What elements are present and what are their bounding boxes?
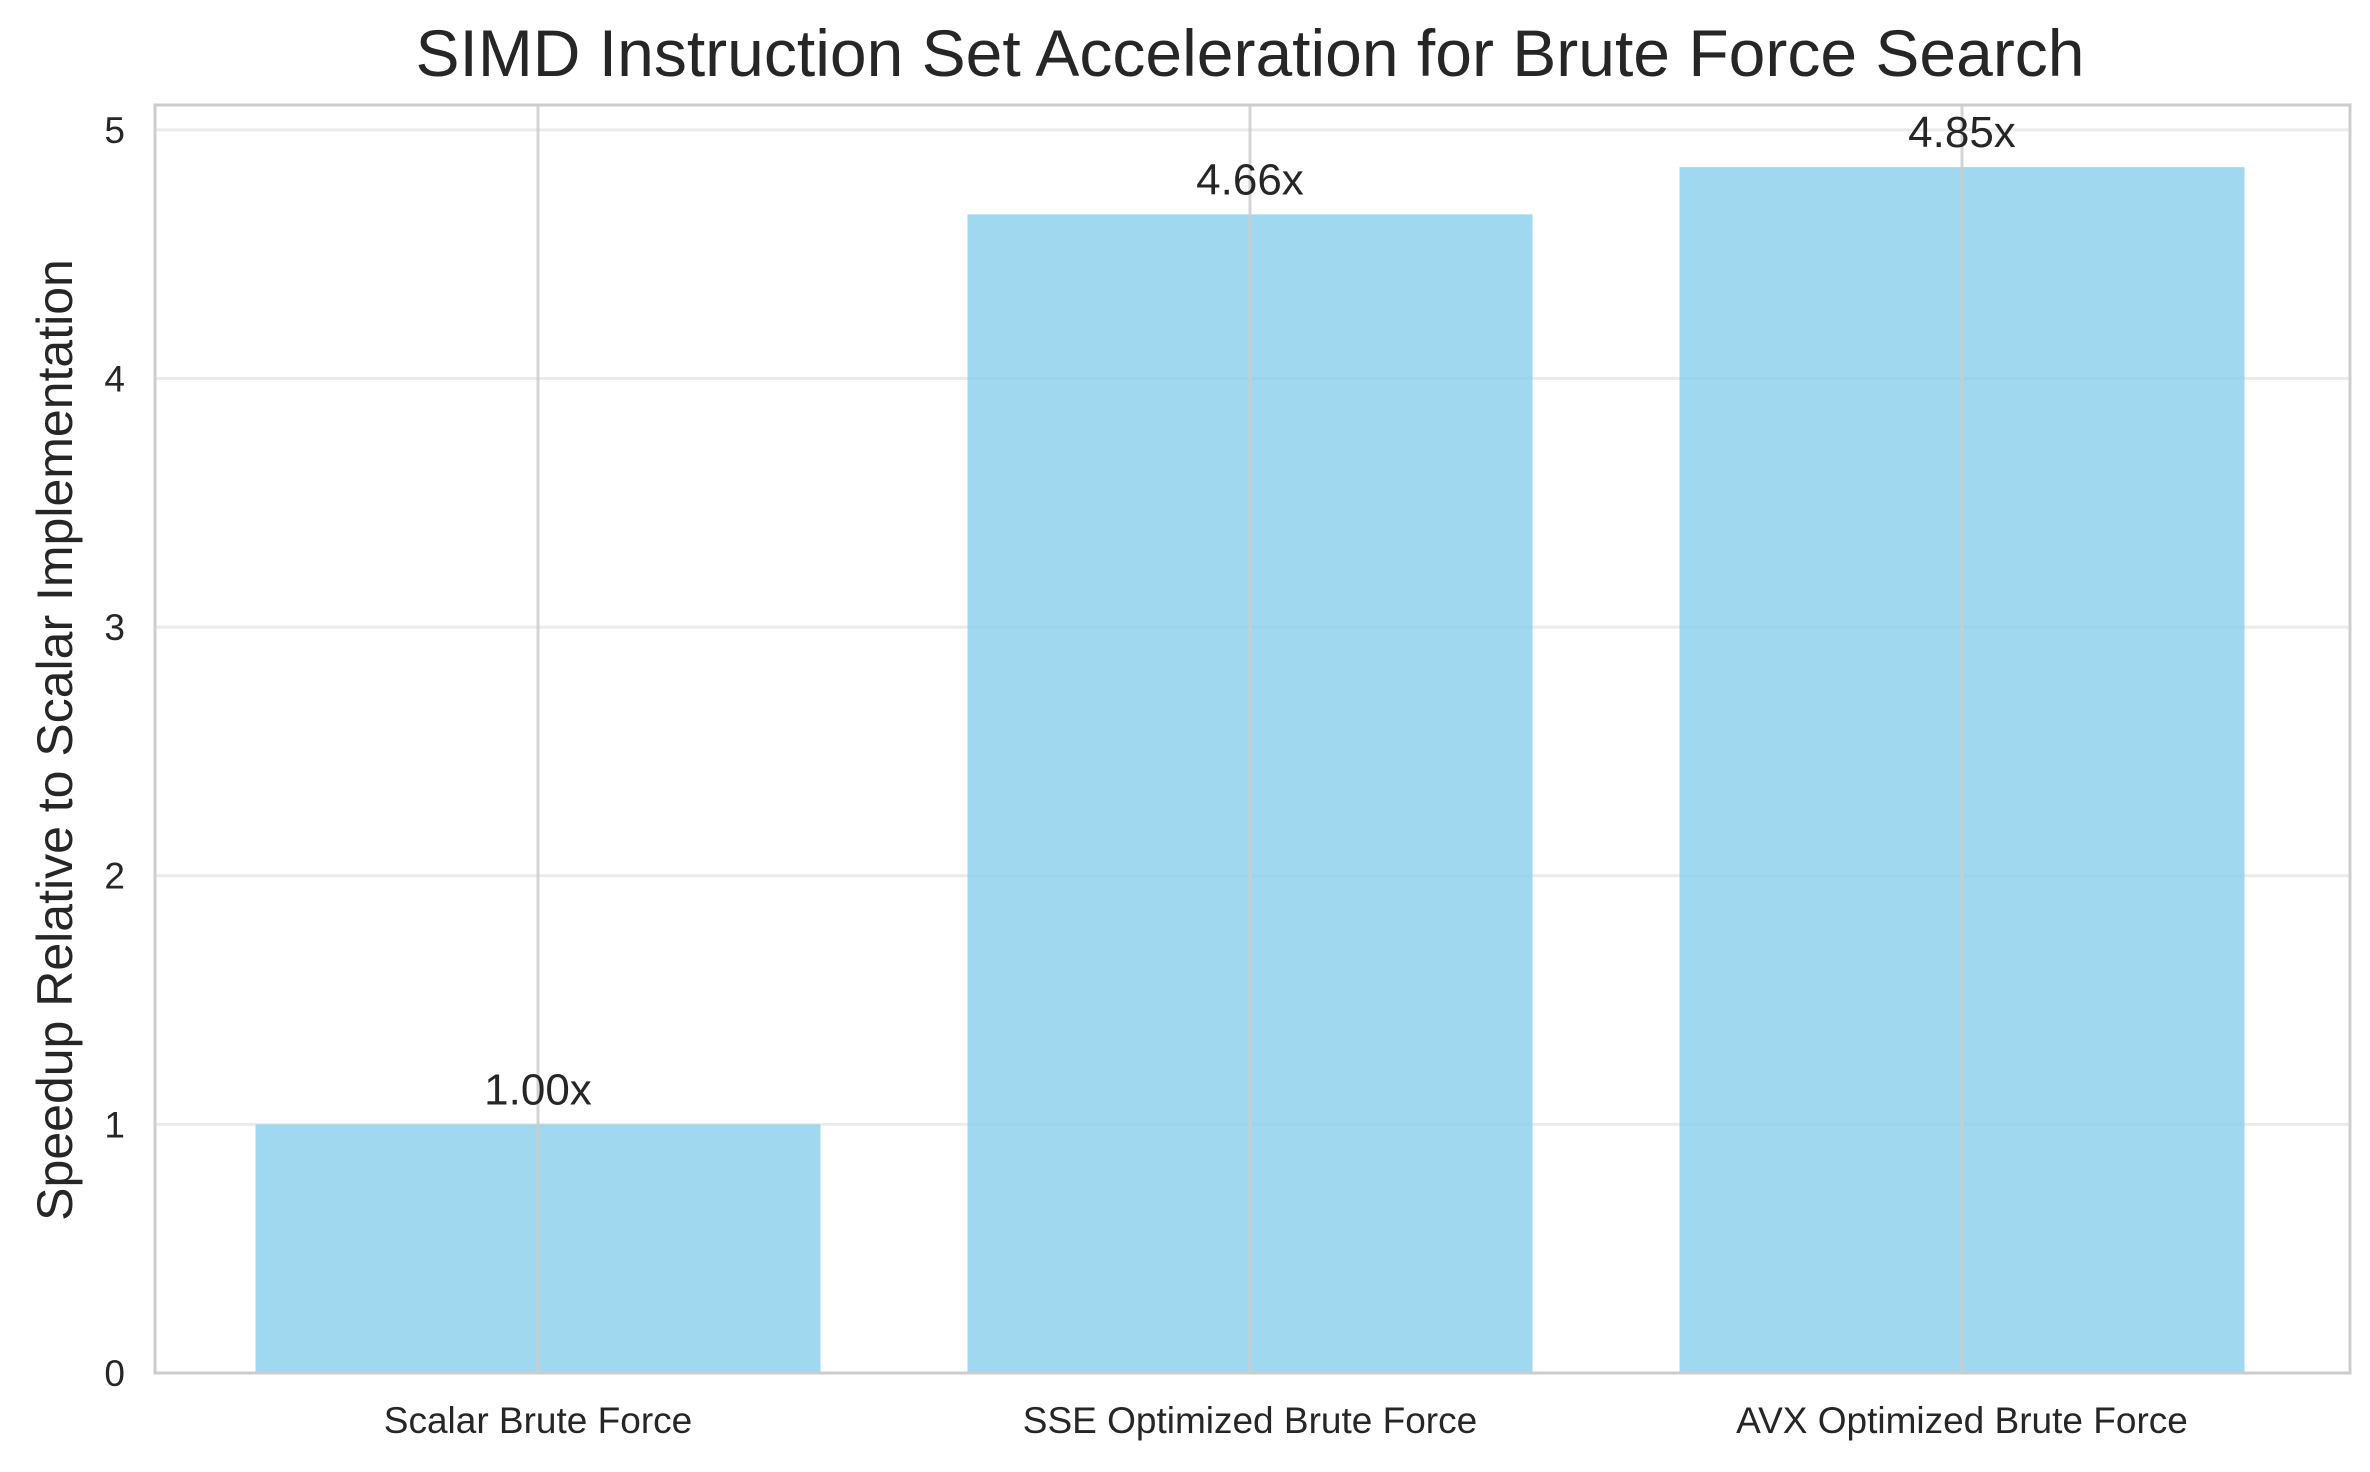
y-tick-label: 5 [104, 110, 125, 151]
bar-value-label: 4.66x [1196, 155, 1304, 204]
plot-frame [153, 103, 2352, 1375]
y-tick-label: 0 [104, 1353, 125, 1394]
y-tick-label: 3 [104, 607, 125, 648]
axes-frame [153, 103, 2352, 1375]
tick-labels: 0 1 2 3 4 5 Scalar Brute Force SSE Optimized Br… [104, 110, 2187, 1441]
bar-value-label: 1.00x [484, 1065, 592, 1114]
vertical-grid-lines [536, 105, 1964, 1373]
x-tick-label: Scalar Brute Force [384, 1400, 692, 1441]
x-tick-label: AVX Optimized Brute Force [1736, 1400, 2188, 1441]
y-tick-label: 4 [104, 358, 125, 399]
chart-title: SIMD Instruction Set Acceleration for Br… [415, 16, 2084, 90]
y-tick-label: 1 [104, 1104, 125, 1145]
y-tick-label: 2 [104, 856, 125, 897]
value-labels: 1.00x 4.66x 4.85x [484, 108, 2016, 1114]
y-axis-label: Speedup Relative to Scalar Implementatio… [27, 259, 83, 1221]
bar-value-label: 4.85x [1908, 108, 2016, 157]
x-tick-label: SSE Optimized Brute Force [1023, 1400, 1477, 1441]
